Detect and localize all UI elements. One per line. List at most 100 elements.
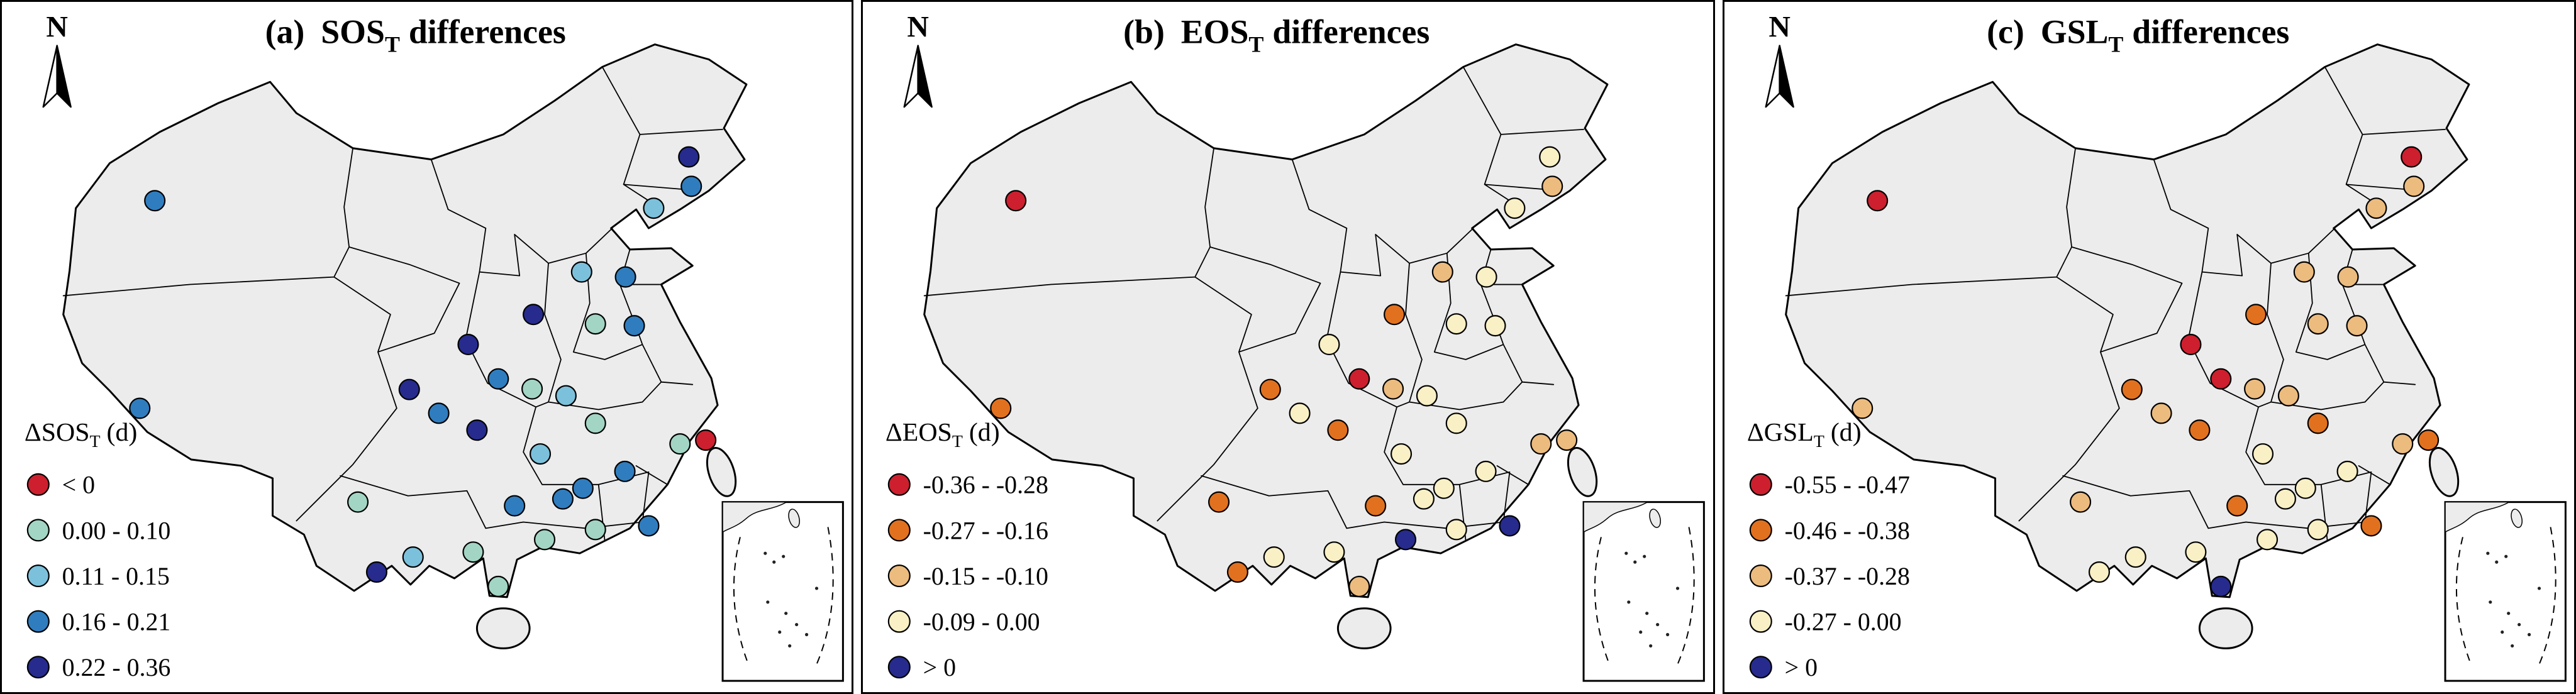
station-dot	[1475, 266, 1497, 288]
inset-islands	[1624, 551, 1680, 647]
legend-label: -0.27 - 0.00	[1784, 609, 1901, 636]
taiwan-island	[1567, 447, 1598, 497]
legend-swatch	[1749, 656, 1772, 679]
north-arrow-left-half	[903, 45, 919, 108]
station-dot	[1433, 477, 1455, 499]
legend-label: 0.11 - 0.15	[62, 563, 170, 590]
inset-dash-line-west	[2455, 537, 2472, 666]
station-dot	[2256, 529, 2278, 551]
station-dot	[2391, 433, 2413, 455]
station-dot	[2400, 146, 2422, 168]
legend-swatch	[26, 565, 50, 588]
legend-label: -0.36 - -0.28	[923, 471, 1048, 499]
legend-label: -0.37 - -0.28	[1784, 563, 1909, 590]
station-dot	[487, 368, 509, 390]
station-dot	[2209, 368, 2231, 390]
north-arrow-left-half	[42, 45, 58, 108]
legend-item: > 0	[888, 654, 956, 681]
legend-item: > 0	[1749, 654, 1818, 681]
station-dot	[2337, 266, 2359, 288]
station-dot	[2189, 419, 2211, 441]
station-dot	[2124, 546, 2146, 568]
panel-title-suffix: differences	[1273, 13, 1430, 51]
legend-item: 0.16 - 0.21	[26, 609, 171, 636]
station-dot	[2307, 412, 2329, 434]
station-dot	[1289, 402, 1311, 424]
legend-item: -0.37 - -0.28	[1749, 563, 1910, 590]
panel-title-subscript: T	[1249, 32, 1264, 57]
station-dot	[2251, 443, 2273, 465]
legend-title-unit: (d)	[969, 418, 1000, 447]
legend-swatch	[26, 519, 50, 542]
station-dot	[2346, 315, 2368, 337]
station-dot	[2088, 561, 2110, 583]
map-canvas: N (a) SOST differences	[25, 11, 844, 682]
station-dot	[365, 561, 387, 583]
north-label: N	[908, 11, 930, 44]
station-dot	[457, 334, 479, 356]
inset-dash-line-east	[2537, 527, 2557, 668]
province-borders	[1785, 66, 2446, 542]
legend-item: -0.46 - -0.38	[1749, 517, 1910, 544]
station-dot	[669, 433, 691, 455]
inset-box	[2444, 501, 2567, 682]
north-arrow: N	[1765, 11, 1794, 108]
station-dot	[504, 495, 526, 517]
legend-label: -0.09 - 0.00	[923, 609, 1040, 636]
station-dot	[2069, 491, 2091, 513]
map-canvas: N (b) EOST differences	[886, 11, 1706, 682]
station-dot	[1539, 146, 1561, 168]
station-dot	[487, 575, 509, 597]
stations-layer	[1851, 146, 2439, 597]
panel-title: (c) GSLT differences	[1987, 13, 2289, 57]
legend-title-subscript: T	[952, 432, 963, 451]
panel-title-acronym: GSL	[2040, 13, 2108, 51]
legend-label: > 0	[1784, 654, 1817, 681]
inset-dash-line-west	[1594, 537, 1611, 666]
legend-title: ΔGSLT (d)	[1747, 418, 1862, 451]
station-dot	[1395, 529, 1417, 551]
legend-title-unit: (d)	[107, 418, 138, 447]
legend-swatch	[1749, 610, 1772, 633]
panel-title: (a) SOST differences	[265, 13, 566, 57]
station-dot	[1432, 261, 1454, 283]
inset-box	[721, 501, 844, 682]
station-dot	[1530, 433, 1552, 455]
china-map	[1784, 43, 2470, 649]
station-dot	[1348, 575, 1370, 597]
legend-item: 0.11 - 0.15	[26, 563, 170, 590]
station-dot	[990, 397, 1012, 419]
inset-mainland-corner	[1583, 501, 1650, 533]
legend-item: 0.22 - 0.36	[26, 654, 170, 681]
station-dot	[1484, 315, 1506, 337]
station-dot	[1416, 385, 1438, 407]
station-dot	[1499, 515, 1521, 537]
panel-title-prefix: (b)	[1123, 13, 1165, 51]
station-dot	[521, 378, 543, 400]
station-dot	[428, 402, 450, 424]
station-dot	[1866, 190, 1888, 212]
station-dot	[584, 519, 606, 541]
station-dot	[1446, 412, 1468, 434]
inset-mainland-corner	[2444, 501, 2511, 533]
inset-mainland-corner	[722, 501, 789, 533]
inset-taiwan	[788, 509, 801, 528]
station-dot	[1005, 190, 1027, 212]
station-dot	[1227, 561, 1249, 583]
station-dot	[1413, 488, 1435, 510]
legend-label: -0.46 - -0.38	[1784, 517, 1909, 544]
station-dot	[1446, 519, 1468, 541]
station-dot	[643, 197, 665, 219]
station-dot	[614, 266, 636, 288]
legend-title-delta: Δ	[25, 418, 42, 447]
station-dot	[2245, 304, 2267, 326]
legend-swatch	[888, 610, 911, 633]
legend-swatch	[26, 656, 50, 679]
legend-label: 0.16 - 0.21	[62, 609, 171, 636]
panel-title-acronym: EOS	[1181, 13, 1249, 51]
north-arrow-left-half	[1765, 45, 1780, 108]
legend-label: < 0	[62, 471, 95, 499]
station-dot	[144, 190, 166, 212]
panel-title: (b) EOST differences	[1123, 13, 1430, 57]
station-dot	[1384, 304, 1406, 326]
